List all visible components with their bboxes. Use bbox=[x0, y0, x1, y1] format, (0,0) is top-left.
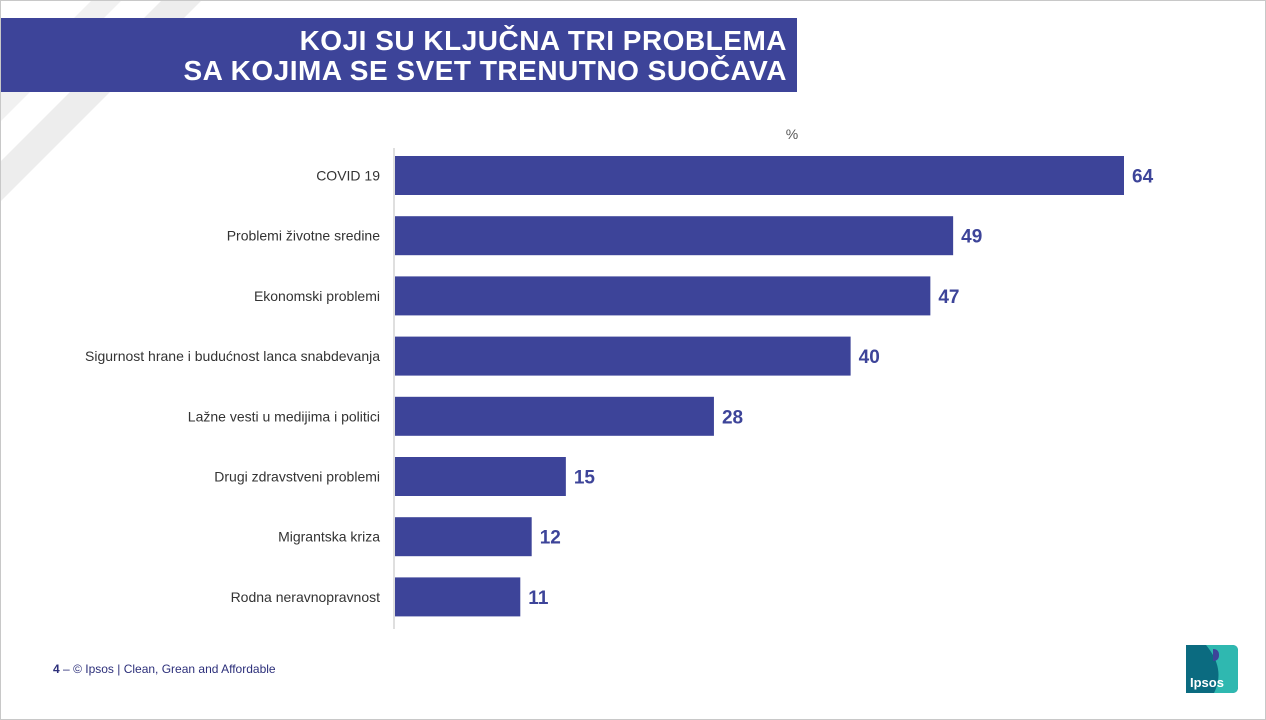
category-label: Drugi zdravstveni problemi bbox=[214, 469, 380, 485]
unit-label: % bbox=[786, 126, 798, 142]
bar bbox=[395, 577, 521, 617]
bar-chart: % COVID 19 64 Problemi životne sredine 49 Eko… bbox=[85, 126, 1154, 629]
value-label: 15 bbox=[574, 468, 596, 489]
category-label: Ekonomski problemi bbox=[254, 288, 380, 304]
category-label: Sigurnost hrane i budućnost lanca snabde… bbox=[85, 348, 380, 364]
footer-separator: – bbox=[63, 662, 70, 676]
value-label: 47 bbox=[938, 287, 959, 308]
bar bbox=[395, 517, 532, 557]
value-label: 64 bbox=[1132, 167, 1154, 188]
bar bbox=[395, 216, 954, 256]
title-banner: KOJI SU KLJUČNA TRI PROBLEMA SA KOJIMA S… bbox=[1, 18, 797, 92]
title-line-2: SA KOJIMA SE SVET TRENUTNO SUOČAVA bbox=[183, 55, 787, 86]
bar bbox=[395, 276, 931, 316]
value-label: 12 bbox=[540, 528, 561, 549]
bar bbox=[395, 396, 714, 436]
value-label: 49 bbox=[961, 227, 982, 248]
category-label: Migrantska kriza bbox=[278, 529, 380, 545]
ipsos-logo: Ipsos bbox=[1186, 645, 1238, 693]
value-label: 40 bbox=[859, 347, 880, 368]
logo-text: Ipsos bbox=[1190, 675, 1224, 690]
bar bbox=[395, 457, 566, 496]
footer-text: © Ipsos | Clean, Grean and Affordable bbox=[73, 662, 276, 676]
footer: 4 – © Ipsos | Clean, Grean and Affordabl… bbox=[53, 662, 276, 676]
chart-title: KOJI SU KLJUČNA TRI PROBLEMA SA KOJIMA S… bbox=[184, 26, 788, 86]
category-label: Problemi životne sredine bbox=[227, 228, 381, 244]
value-label: 28 bbox=[722, 407, 743, 428]
value-label: 11 bbox=[528, 588, 549, 609]
category-label: Rodna neravnopravnost bbox=[231, 589, 381, 605]
bar bbox=[395, 336, 851, 376]
category-label: Lažne vesti u medijima i politici bbox=[188, 408, 380, 424]
bar bbox=[395, 156, 1124, 195]
title-line-1: KOJI SU KLJUČNA TRI PROBLEMA bbox=[299, 25, 787, 56]
page-number: 4 bbox=[53, 662, 60, 676]
category-label: COVID 19 bbox=[316, 168, 380, 184]
